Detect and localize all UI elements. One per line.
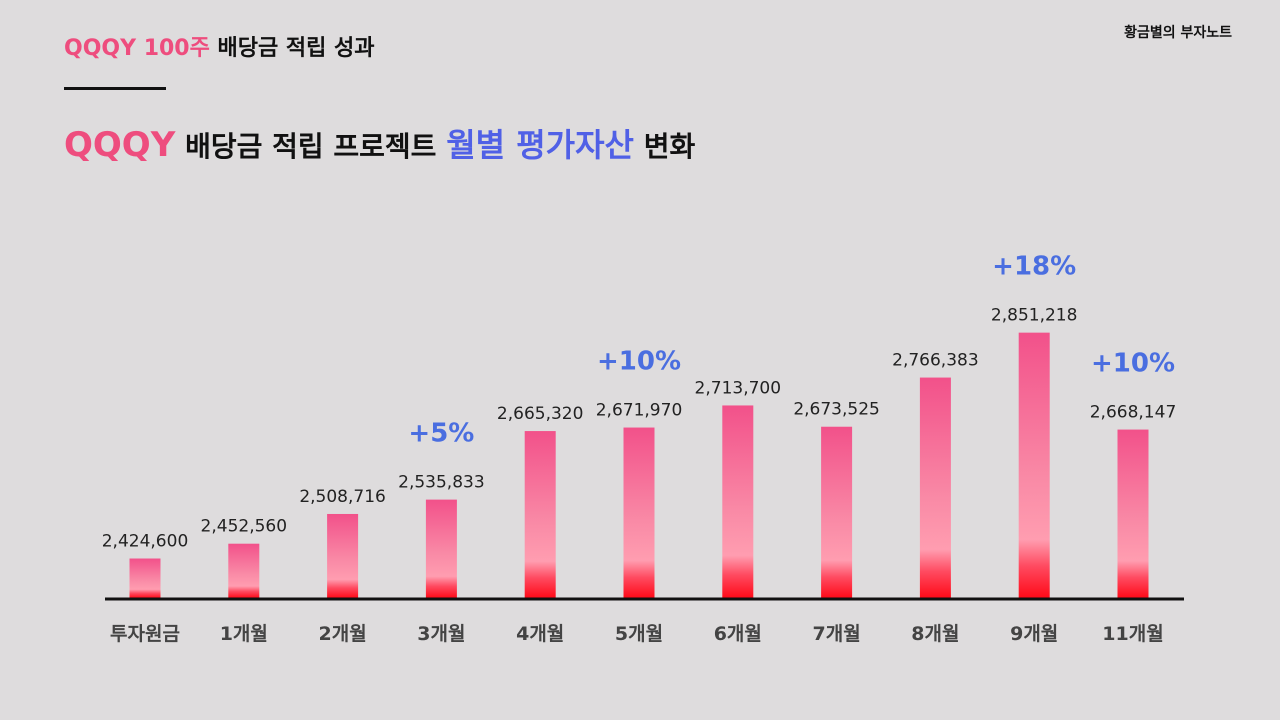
value-label-6: 2,713,700: [695, 378, 782, 398]
bar-6: [722, 405, 754, 598]
value-label-10: 2,668,147: [1090, 403, 1177, 423]
x-tick-label-9: 9개월: [1010, 623, 1058, 645]
page-title: QQQY 배당금 적립 프로젝트 월별 평가자산 변화: [64, 120, 695, 166]
growth-annotation-3: +10%: [1091, 349, 1175, 379]
header-divider: [64, 87, 166, 90]
title-highlight: 월별 평가자산: [446, 126, 634, 164]
header-title: QQQY 100주 배당금 적립 성과: [64, 30, 375, 62]
value-label-9: 2,851,218: [991, 306, 1078, 326]
bar-8: [919, 377, 951, 598]
bar-3: [425, 499, 457, 598]
value-label-3: 2,535,833: [398, 473, 485, 493]
value-label-1: 2,452,560: [201, 517, 288, 537]
value-label-8: 2,766,383: [892, 351, 979, 371]
value-label-0: 2,424,600: [102, 532, 189, 552]
growth-annotation-1: +10%: [597, 347, 681, 377]
value-label-5: 2,671,970: [596, 401, 683, 421]
bar-1: [228, 543, 260, 598]
x-tick-label-8: 8개월: [911, 623, 959, 645]
growth-annotation-0: +5%: [408, 419, 474, 449]
header-title-accent: QQQY 100주: [64, 36, 210, 61]
x-tick-label-1: 1개월: [220, 623, 268, 645]
bar-0: [129, 558, 161, 598]
growth-annotation-2: +18%: [992, 252, 1076, 282]
x-tick-label-7: 7개월: [813, 623, 861, 645]
title-part1: 배당금 적립 프로젝트: [185, 130, 437, 163]
x-tick-label-6: 6개월: [714, 623, 762, 645]
bar-10: [1117, 429, 1149, 598]
value-label-4: 2,665,320: [497, 404, 584, 424]
x-tick-label-4: 4개월: [516, 623, 564, 645]
header-title-rest: 배당금 적립 성과: [217, 36, 375, 61]
brand-label: 황금별의 부자노트: [1124, 25, 1232, 41]
bar-4: [524, 431, 556, 598]
title-part2: 변화: [643, 130, 696, 163]
value-label-7: 2,673,525: [793, 400, 880, 420]
x-tick-label-0: 투자원금: [110, 623, 180, 645]
bar-7: [821, 426, 853, 598]
bar-5: [623, 427, 655, 598]
value-label-2: 2,508,716: [299, 487, 386, 507]
bar-9: [1018, 332, 1050, 598]
title-ticker: QQQY: [64, 125, 176, 165]
x-tick-label-10: 11개월: [1102, 623, 1163, 645]
x-tick-label-2: 2개월: [319, 623, 367, 645]
x-tick-label-3: 3개월: [417, 623, 465, 645]
bar-2: [327, 513, 359, 598]
x-tick-label-5: 5개월: [615, 623, 663, 645]
